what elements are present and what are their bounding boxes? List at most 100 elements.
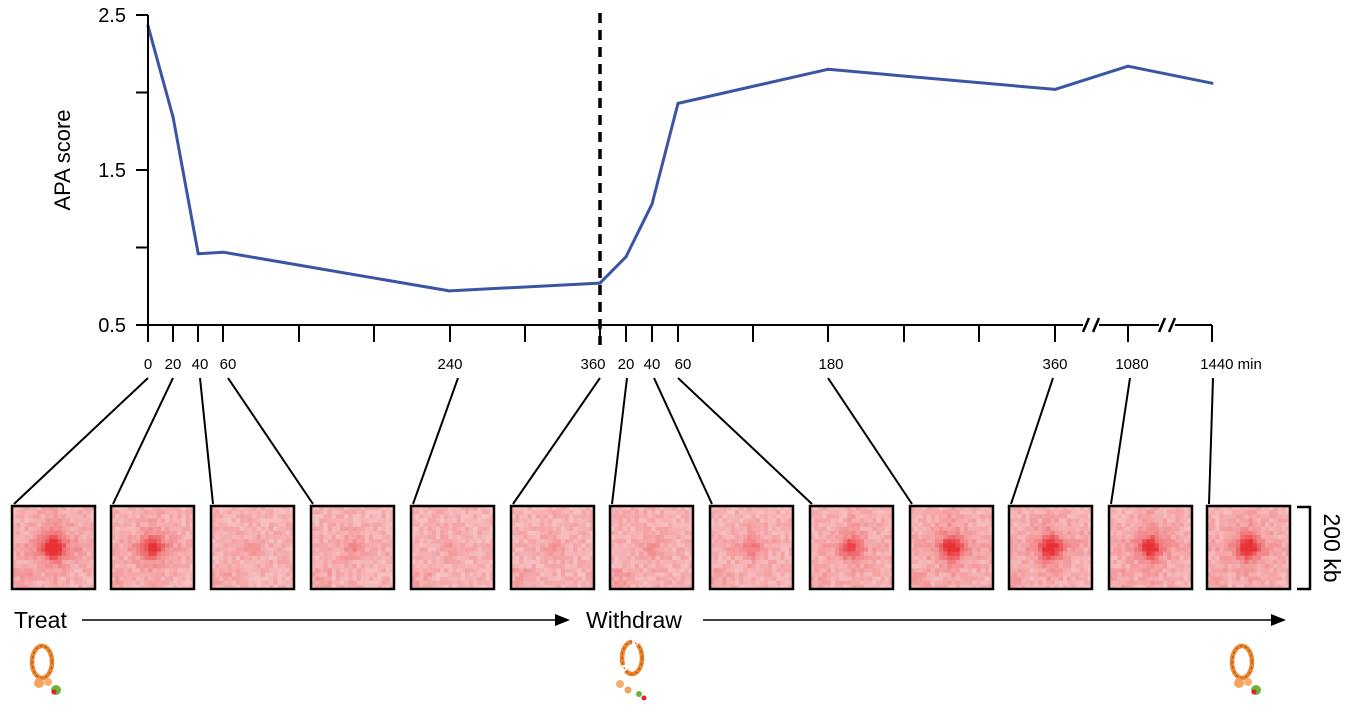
heatmap-cell <box>1109 559 1114 565</box>
heatmap-cell <box>843 530 848 536</box>
heatmap-cell <box>119 555 124 561</box>
heatmap-cell <box>515 539 520 544</box>
heatmap-cell <box>252 543 257 548</box>
heatmap-cell <box>663 559 669 565</box>
heatmap-cell <box>643 526 648 532</box>
heatmap-cell <box>564 522 570 528</box>
heatmap-cell <box>473 526 478 532</box>
heatmap-cell <box>464 514 470 519</box>
heatmap-cell <box>763 510 769 515</box>
heatmap-cell <box>531 539 537 544</box>
heatmap-cell <box>788 576 794 581</box>
heatmap-cell <box>830 543 836 548</box>
heatmap-cell <box>1158 526 1164 532</box>
heatmap-cell <box>269 584 274 590</box>
heatmap-cell <box>1025 518 1031 523</box>
heatmap-cell <box>152 559 157 565</box>
heatmap-cell <box>876 543 881 548</box>
heatmap-cell <box>1062 576 1068 581</box>
heatmap-cell <box>714 576 719 581</box>
heatmap-cell <box>710 535 715 540</box>
heatmap-cell <box>759 506 765 511</box>
heatmap-cell <box>140 522 145 528</box>
heatmap-cell <box>177 506 182 511</box>
heatmap-cell <box>323 555 328 561</box>
heatmap-cell <box>1067 510 1072 515</box>
heatmap-cell <box>1071 514 1076 519</box>
heatmap-cell <box>464 572 470 577</box>
heatmap-cell <box>839 572 844 577</box>
heatmap-cell <box>415 543 420 548</box>
heatmap-cell <box>834 539 840 544</box>
heatmap-cell <box>822 580 827 586</box>
heatmap-cell <box>227 572 233 577</box>
heatmap-cell <box>780 530 785 536</box>
heatmap-cell <box>647 539 652 544</box>
heatmap-cell <box>680 526 685 532</box>
heatmap-cell <box>381 547 386 552</box>
heatmap-cell <box>934 551 940 557</box>
heatmap-cell <box>834 584 840 590</box>
heatmap-cell <box>663 584 669 590</box>
heatmap-cell <box>963 518 969 523</box>
heatmap-cell <box>148 576 153 581</box>
heatmap-cell <box>173 518 178 523</box>
heatmap-cell <box>888 518 894 523</box>
heatmap-cell <box>227 555 233 561</box>
heatmap-cell <box>943 506 948 511</box>
heatmap-cell <box>1054 580 1060 586</box>
heatmap-cell <box>323 535 328 540</box>
heatmap-cell <box>535 547 541 552</box>
heatmap-cell <box>485 518 491 523</box>
heatmap-cell <box>1079 559 1084 565</box>
heatmap-cell <box>1179 584 1184 590</box>
heatmap-cell <box>984 535 990 540</box>
heatmap-cell <box>12 580 17 586</box>
heatmap-cell <box>456 584 462 590</box>
heatmap-cell <box>659 547 665 552</box>
heatmap-cell <box>469 506 474 511</box>
heatmap-cell <box>1175 551 1180 557</box>
heatmap-cell <box>252 506 257 511</box>
heatmap-cell <box>144 564 149 569</box>
heatmap-cell <box>859 526 865 532</box>
heatmap-cell <box>763 506 769 511</box>
heatmap-cell <box>868 547 873 552</box>
heatmap-cell <box>552 580 557 586</box>
heatmap-cell <box>427 514 433 519</box>
heatmap-cell <box>876 576 881 581</box>
heatmap-cell <box>90 518 96 523</box>
heatmap-cell <box>223 547 228 552</box>
heatmap-cell <box>659 555 665 561</box>
heatmap-cell <box>211 506 216 511</box>
heatmap-cell <box>968 518 973 523</box>
heatmap-cell <box>452 568 457 573</box>
heatmap-cell <box>335 522 341 528</box>
heatmap-cell <box>564 580 570 586</box>
heatmap-cell <box>1236 510 1241 515</box>
heatmap-cell <box>1113 547 1118 552</box>
heatmap-cell <box>352 543 357 548</box>
heatmap-cell <box>1071 555 1076 561</box>
heatmap-cell <box>914 559 919 565</box>
heatmap-cell <box>1038 559 1043 565</box>
heatmap-cell <box>523 526 528 532</box>
heatmap-cell <box>319 551 324 557</box>
heatmap-cell <box>959 580 965 586</box>
heatmap-cell <box>1171 564 1176 569</box>
heatmap-cell <box>610 526 615 532</box>
heatmap-cell <box>639 584 644 590</box>
heatmap-cell <box>959 572 965 577</box>
heatmap-cell <box>431 572 437 577</box>
heatmap-cell <box>548 530 553 536</box>
heatmap-cell <box>947 535 952 540</box>
heatmap-cell <box>464 580 470 586</box>
heatmap-cell <box>235 580 241 586</box>
heatmap-cell <box>544 555 549 561</box>
heatmap-cell <box>319 572 324 577</box>
heatmap-cell <box>285 506 291 511</box>
heatmap-cell <box>1029 559 1035 565</box>
heatmap-cell <box>1062 514 1068 519</box>
heatmap-cell <box>743 568 748 573</box>
heatmap-cell <box>1171 510 1176 515</box>
